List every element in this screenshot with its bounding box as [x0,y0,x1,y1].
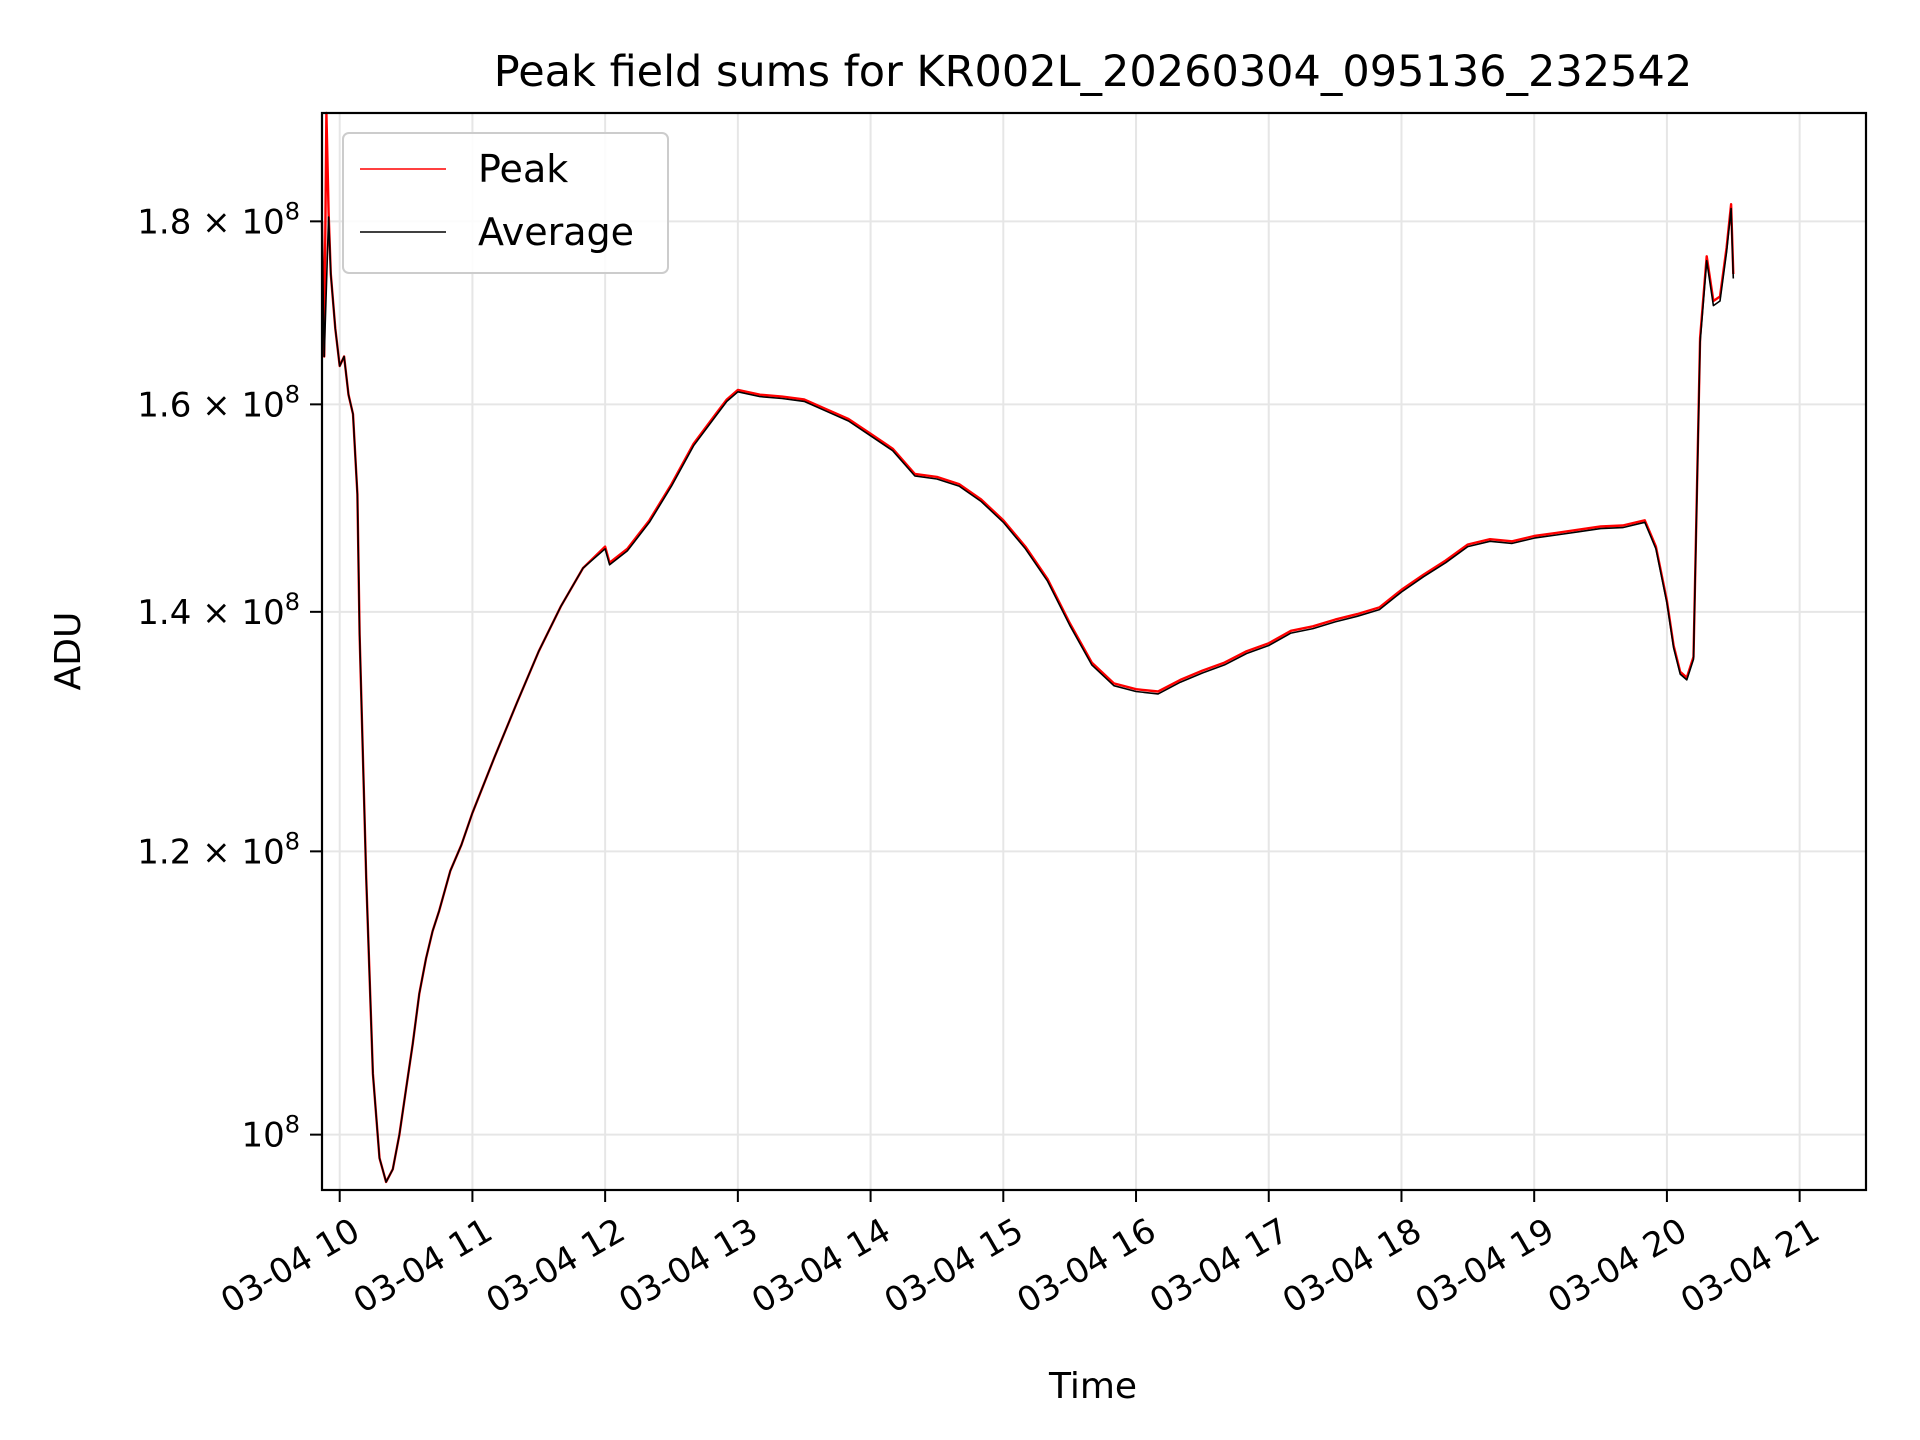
legend-average-label: Average [478,210,634,254]
chart-title: Peak field sums for KR002L_20260304_0951… [494,47,1692,97]
y-tick-label: 1.4 × 108 [137,588,300,633]
y-tick-label: 1.6 × 108 [137,380,300,425]
plot-frame [320,111,1868,1192]
y-axis-ticks: 108 1.2 × 108 1.4 × 108 1.6 × 108 1.8 × 108 [137,197,322,1156]
legend-peak-label: Peak [478,147,568,191]
y-axis-label: ADU [48,612,89,691]
average-series-line [321,207,1735,1183]
grid [322,113,1866,1190]
legend-box [342,132,669,274]
y-tick-label: 1.8 × 108 [137,197,300,242]
x-axis-label: Time [1048,1366,1137,1407]
series-lines [320,111,1735,1184]
y-tick-label: 1.2 × 108 [137,827,300,872]
legend: Peak Average [342,132,669,274]
y-tick-label: 108 [241,1111,300,1156]
